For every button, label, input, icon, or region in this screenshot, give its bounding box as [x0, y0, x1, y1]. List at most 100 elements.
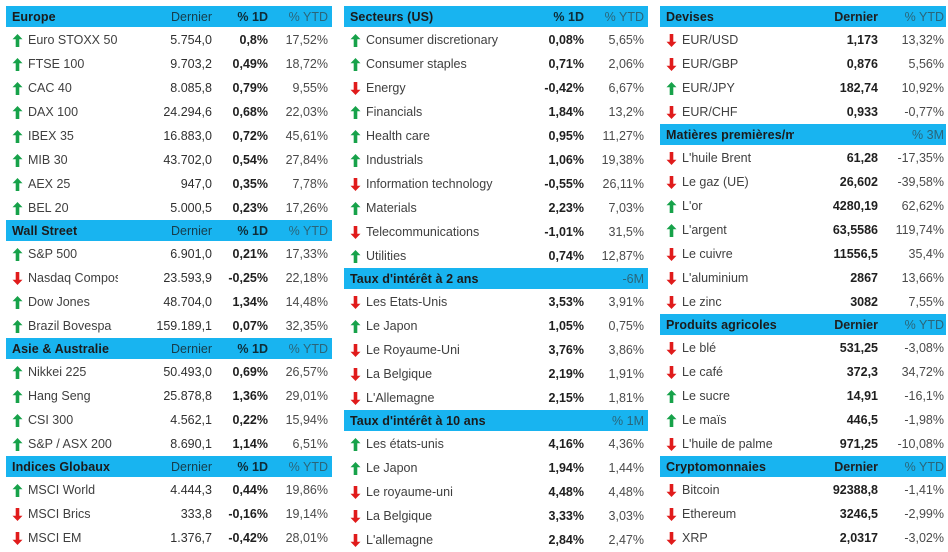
table-row[interactable]: CSI 300 4.562,1 0,22% 15,94%	[6, 408, 332, 432]
value-last: 0,876	[846, 57, 878, 71]
arrow-down-icon	[344, 81, 366, 95]
table-row[interactable]: Les états-unis 4,16% 4,36%	[344, 432, 648, 456]
table-row[interactable]: Bitcoin 92388,8 -1,41%	[660, 478, 946, 502]
table-row[interactable]: Le café 372,3 34,72%	[660, 360, 946, 384]
value-change-1d: 0,68%	[232, 105, 268, 119]
table-row[interactable]: Dow Jones 48.704,0 1,34% 14,48%	[6, 290, 332, 314]
table-row[interactable]: Le cuivre 11556,5 35,4%	[660, 242, 946, 266]
value-last: 3246,5	[839, 507, 878, 521]
instrument-name: Les états-unis	[366, 437, 444, 451]
arrow-down-icon	[660, 341, 682, 355]
value-change-ytd: 35,4%	[908, 247, 944, 261]
value-change-1d: 0,95%	[548, 129, 584, 143]
table-row[interactable]: Nikkei 225 50.493,0 0,69% 26,57%	[6, 360, 332, 384]
table-row[interactable]: Le blé 531,25 -3,08%	[660, 336, 946, 360]
table-row[interactable]: Le sucre 14,91 -16,1%	[660, 384, 946, 408]
table-row[interactable]: EUR/JPY 182,74 10,92%	[660, 76, 946, 100]
value-change-1d: -0,42%	[544, 81, 584, 95]
table-row[interactable]: MSCI World 4.444,3 0,44% 19,86%	[6, 478, 332, 502]
value-change-1d: 0,72%	[232, 129, 268, 143]
table-row[interactable]: Materials 2,23% 7,03%	[344, 196, 648, 220]
table-row[interactable]: Le royaume-uni 4,48% 4,48%	[344, 480, 648, 504]
instrument-name: Health care	[366, 129, 430, 143]
instrument-name: S&P / ASX 200	[28, 437, 112, 451]
column-header-last: Dernier	[171, 9, 212, 24]
table-row[interactable]: Utilities 0,74% 12,87%	[344, 244, 648, 268]
table-row[interactable]: Euro STOXX 50 5.754,0 0,8% 17,52%	[6, 28, 332, 52]
table-row[interactable]: Energy -0,42% 6,67%	[344, 76, 648, 100]
value-last: 92388,8	[832, 483, 878, 497]
table-row[interactable]: Ethereum 3246,5 -2,99%	[660, 502, 946, 526]
table-row[interactable]: Le maïs 446,5 -1,98%	[660, 408, 946, 432]
instrument-name: IBEX 35	[28, 129, 74, 143]
instrument-name: MIB 30	[28, 153, 68, 167]
arrow-up-icon	[6, 413, 28, 427]
table-row[interactable]: MSCI Brics 333,8 -0,16% 19,14%	[6, 502, 332, 526]
column-header-last: Dernier	[171, 459, 212, 474]
table-row[interactable]: Information technology -0,55% 26,11%	[344, 172, 648, 196]
value-change-1d: 0,07%	[232, 319, 268, 333]
instrument-name: Consumer staples	[366, 57, 467, 71]
table-row[interactable]: Financials 1,84% 13,2%	[344, 100, 648, 124]
table-row[interactable]: MIB 30 43.702,0 0,54% 27,84%	[6, 148, 332, 172]
instrument-name: Le café	[682, 365, 724, 379]
arrow-down-icon	[660, 531, 682, 545]
table-row[interactable]: L'huile Brent 61,28 -17,35%	[660, 146, 946, 170]
arrow-up-icon	[660, 223, 682, 237]
table-row[interactable]: EUR/GBP 0,876 5,56%	[660, 52, 946, 76]
value-change-ytd: -2,99%	[904, 507, 944, 521]
value-change-ytd: -16,1%	[904, 389, 944, 403]
table-row[interactable]: L'argent 63,5586 119,74%	[660, 218, 946, 242]
table-row[interactable]: L'Allemagne 2,15% 1,81%	[344, 386, 648, 410]
arrow-up-icon	[6, 81, 28, 95]
value-change-ytd: 18,72%	[285, 57, 328, 71]
table-row[interactable]: Le zinc 3082 7,55%	[660, 290, 946, 314]
table-row[interactable]: Le Royaume-Uni 3,76% 3,86%	[344, 338, 648, 362]
table-row[interactable]: MSCI EM 1.376,7 -0,42% 28,01%	[6, 526, 332, 550]
arrow-down-icon	[660, 175, 682, 189]
table-row[interactable]: BEL 20 5.000,5 0,23% 17,26%	[6, 196, 332, 220]
table-row[interactable]: L'aluminium 2867 13,66%	[660, 266, 946, 290]
table-row[interactable]: Consumer staples 0,71% 2,06%	[344, 52, 648, 76]
table-row[interactable]: S&P 500 6.901,0 0,21% 17,33%	[6, 242, 332, 266]
table-row[interactable]: EUR/CHF 0,933 -0,77%	[660, 100, 946, 124]
value-change-ytd: -3,08%	[904, 341, 944, 355]
column-header-last: Dernier	[171, 223, 212, 238]
table-row[interactable]: L'or 4280,19 62,62%	[660, 194, 946, 218]
table-row[interactable]: XRP 2,0317 -3,02%	[660, 526, 946, 550]
instrument-name: Le cuivre	[682, 247, 733, 261]
table-row[interactable]: Health care 0,95% 11,27%	[344, 124, 648, 148]
table-row[interactable]: DAX 100 24.294,6 0,68% 22,03%	[6, 100, 332, 124]
value-change-1d: 2,19%	[548, 367, 584, 381]
instrument-name: EUR/JPY	[682, 81, 735, 95]
arrow-down-icon	[660, 295, 682, 309]
table-row[interactable]: S&P / ASX 200 8.690,1 1,14% 6,51%	[6, 432, 332, 456]
table-row[interactable]: CAC 40 8.085,8 0,79% 9,55%	[6, 76, 332, 100]
table-row[interactable]: Hang Seng 25.878,8 1,36% 29,01%	[6, 384, 332, 408]
table-row[interactable]: L'huile de palme 971,25 -10,08%	[660, 432, 946, 456]
column-header-change-1d: % 1D	[237, 9, 268, 24]
table-row[interactable]: Le Japon 1,94% 1,44%	[344, 456, 648, 480]
value-last: 24.294,6	[163, 105, 212, 119]
table-row[interactable]: Nasdaq Composite 23.593,9 -0,25% 22,18%	[6, 266, 332, 290]
table-row[interactable]: Telecommunications -1,01% 31,5%	[344, 220, 648, 244]
table-row[interactable]: La Belgique 3,33% 3,03%	[344, 504, 648, 528]
table-row[interactable]: Le gaz (UE) 26,602 -39,58%	[660, 170, 946, 194]
value-change-ytd: 26,57%	[285, 365, 328, 379]
table-row[interactable]: FTSE 100 9.703,2 0,49% 18,72%	[6, 52, 332, 76]
value-last: 531,25	[839, 341, 878, 355]
table-row[interactable]: Le Japon 1,05% 0,75%	[344, 314, 648, 338]
table-row[interactable]: Consumer discretionary 0,08% 5,65%	[344, 28, 648, 52]
value-change-ytd: 13,32%	[901, 33, 944, 47]
instrument-name: Hang Seng	[28, 389, 91, 403]
value-last: 947,0	[180, 177, 212, 191]
table-row[interactable]: Les Etats-Unis 3,53% 3,91%	[344, 290, 648, 314]
table-row[interactable]: Industrials 1,06% 19,38%	[344, 148, 648, 172]
instrument-name: Le Japon	[366, 461, 418, 475]
table-row[interactable]: La Belgique 2,19% 1,91%	[344, 362, 648, 386]
table-row[interactable]: Brazil Bovespa 159.189,1 0,07% 32,35%	[6, 314, 332, 338]
arrow-up-icon	[344, 33, 366, 47]
table-row[interactable]: AEX 25 947,0 0,35% 7,78%	[6, 172, 332, 196]
table-row[interactable]: IBEX 35 16.883,0 0,72% 45,61%	[6, 124, 332, 148]
table-row[interactable]: EUR/USD 1,173 13,32%	[660, 28, 946, 52]
